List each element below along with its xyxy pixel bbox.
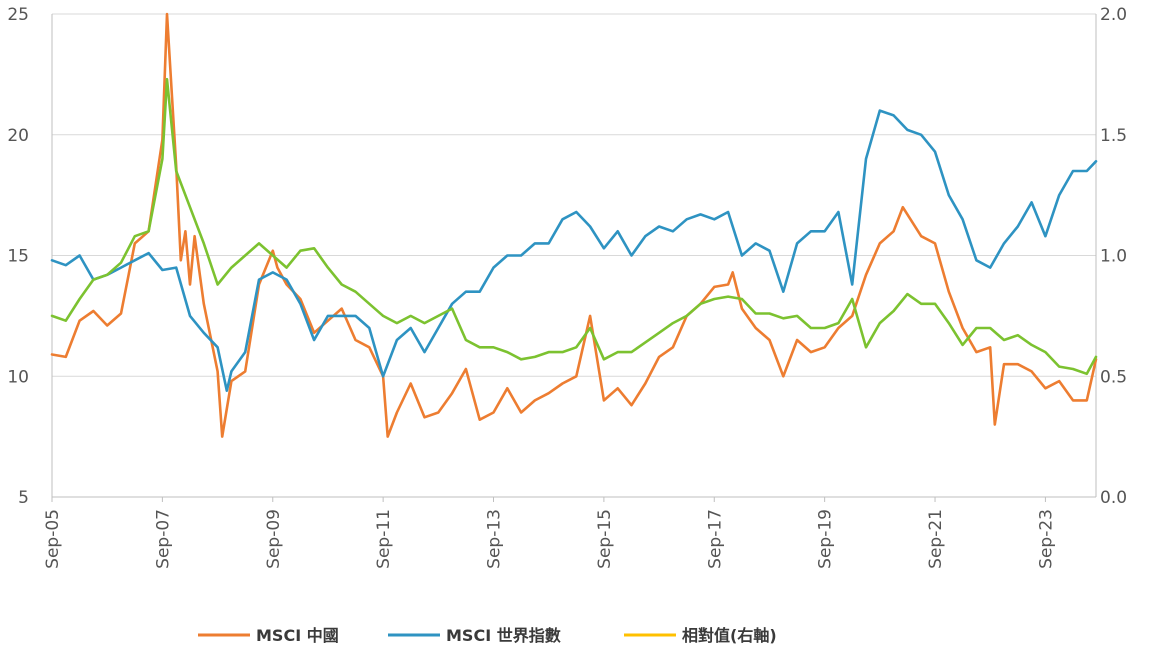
series-line-3 bbox=[50, 77, 1098, 376]
x-tick-label: Sep-11 bbox=[374, 509, 394, 569]
legend-label: 相對值(右軸) bbox=[682, 626, 777, 645]
right-tick-label: 0.5 bbox=[1100, 367, 1127, 387]
x-tick-label: Sep-13 bbox=[485, 509, 505, 569]
left-tick-label: 10 bbox=[7, 367, 29, 387]
series-lines bbox=[50, 12, 1098, 438]
left-tick-label: 15 bbox=[7, 247, 29, 267]
left-tick-label: 5 bbox=[18, 488, 29, 508]
x-axis-ticks: Sep-05 Sep-07 Sep-09 Sep-11 Sep-13 Sep-15 Sep-… bbox=[43, 497, 1056, 569]
x-tick-label: Sep-09 bbox=[264, 509, 284, 569]
x-tick-label: Sep-07 bbox=[153, 509, 173, 569]
x-tick-label: Sep-21 bbox=[926, 509, 946, 569]
x-tick-label: Sep-23 bbox=[1036, 509, 1056, 569]
left-axis-ticks: 5 10 15 20 25 bbox=[7, 5, 29, 508]
legend: MSCI 中國 MSCI 世界指數 相對值(右軸) bbox=[198, 626, 777, 645]
legend-label: MSCI 世界指數 bbox=[446, 626, 561, 645]
right-axis-ticks: 0.0 0.5 1.0 1.5 2.0 bbox=[1100, 5, 1127, 508]
legend-label: MSCI 中國 bbox=[256, 626, 339, 645]
x-tick-label: Sep-15 bbox=[595, 509, 615, 569]
series-line-1 bbox=[50, 12, 1098, 438]
series-line-2 bbox=[50, 109, 1098, 392]
right-tick-label: 2.0 bbox=[1100, 5, 1127, 25]
x-tick-label: Sep-19 bbox=[816, 509, 836, 569]
left-tick-label: 25 bbox=[7, 5, 29, 25]
right-tick-label: 1.0 bbox=[1100, 247, 1127, 267]
right-tick-label: 0.0 bbox=[1100, 488, 1127, 508]
left-tick-label: 20 bbox=[7, 126, 29, 146]
x-tick-label: Sep-05 bbox=[43, 509, 63, 569]
right-tick-label: 1.5 bbox=[1100, 126, 1127, 146]
x-tick-label: Sep-17 bbox=[705, 509, 725, 569]
gridlines bbox=[51, 13, 1097, 498]
